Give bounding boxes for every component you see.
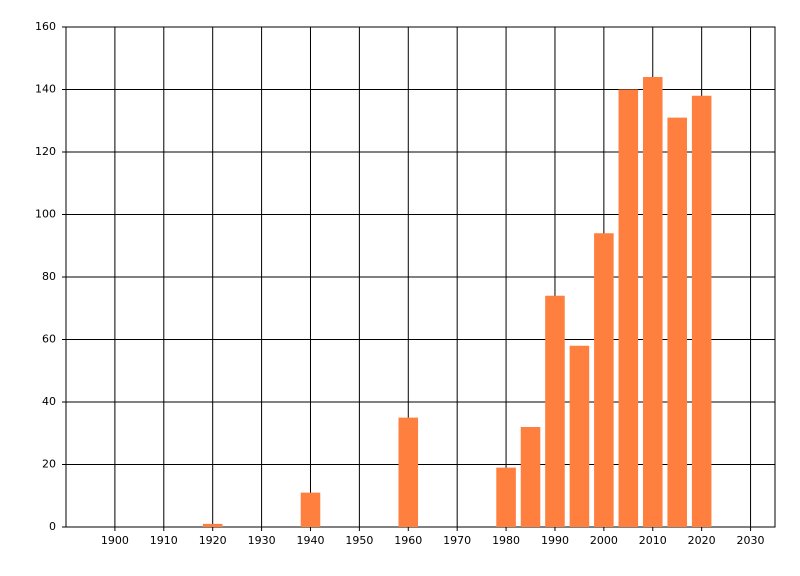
y-tick-label: 140 xyxy=(35,83,56,96)
bar xyxy=(545,295,565,527)
y-tick-label: 100 xyxy=(35,208,56,221)
y-tick-label: 60 xyxy=(42,333,56,346)
y-tick-label: 0 xyxy=(49,520,56,533)
x-tick-label: 2030 xyxy=(737,534,765,547)
x-tick-label: 1920 xyxy=(199,534,227,547)
bar xyxy=(398,417,419,527)
x-tick-label: 1950 xyxy=(345,534,373,547)
y-tick-label: 80 xyxy=(42,270,56,283)
bar xyxy=(496,467,516,527)
y-tick-label: 40 xyxy=(42,395,56,408)
y-tick-label: 160 xyxy=(35,20,56,33)
x-tick-label: 1930 xyxy=(248,534,276,547)
x-tick-label: 2020 xyxy=(688,534,716,547)
x-tick-label: 1980 xyxy=(492,534,520,547)
bar xyxy=(594,233,614,527)
bar xyxy=(300,492,321,527)
bar xyxy=(667,117,687,527)
x-tick-label: 1970 xyxy=(443,534,471,547)
x-tick-label: 1900 xyxy=(101,534,129,547)
y-tick-label: 120 xyxy=(35,145,56,158)
x-tick-label: 2010 xyxy=(639,534,667,547)
bar xyxy=(202,523,223,527)
x-tick-label: 1990 xyxy=(541,534,569,547)
bar xyxy=(642,77,663,527)
y-tick-label: 20 xyxy=(42,458,56,471)
x-tick-label: 2000 xyxy=(590,534,618,547)
bar xyxy=(520,427,541,527)
x-tick-label: 1940 xyxy=(296,534,324,547)
bar xyxy=(569,345,590,527)
bar xyxy=(618,89,639,527)
x-tick-label: 1960 xyxy=(394,534,422,547)
bar xyxy=(691,95,712,527)
x-tick-label: 1910 xyxy=(150,534,178,547)
